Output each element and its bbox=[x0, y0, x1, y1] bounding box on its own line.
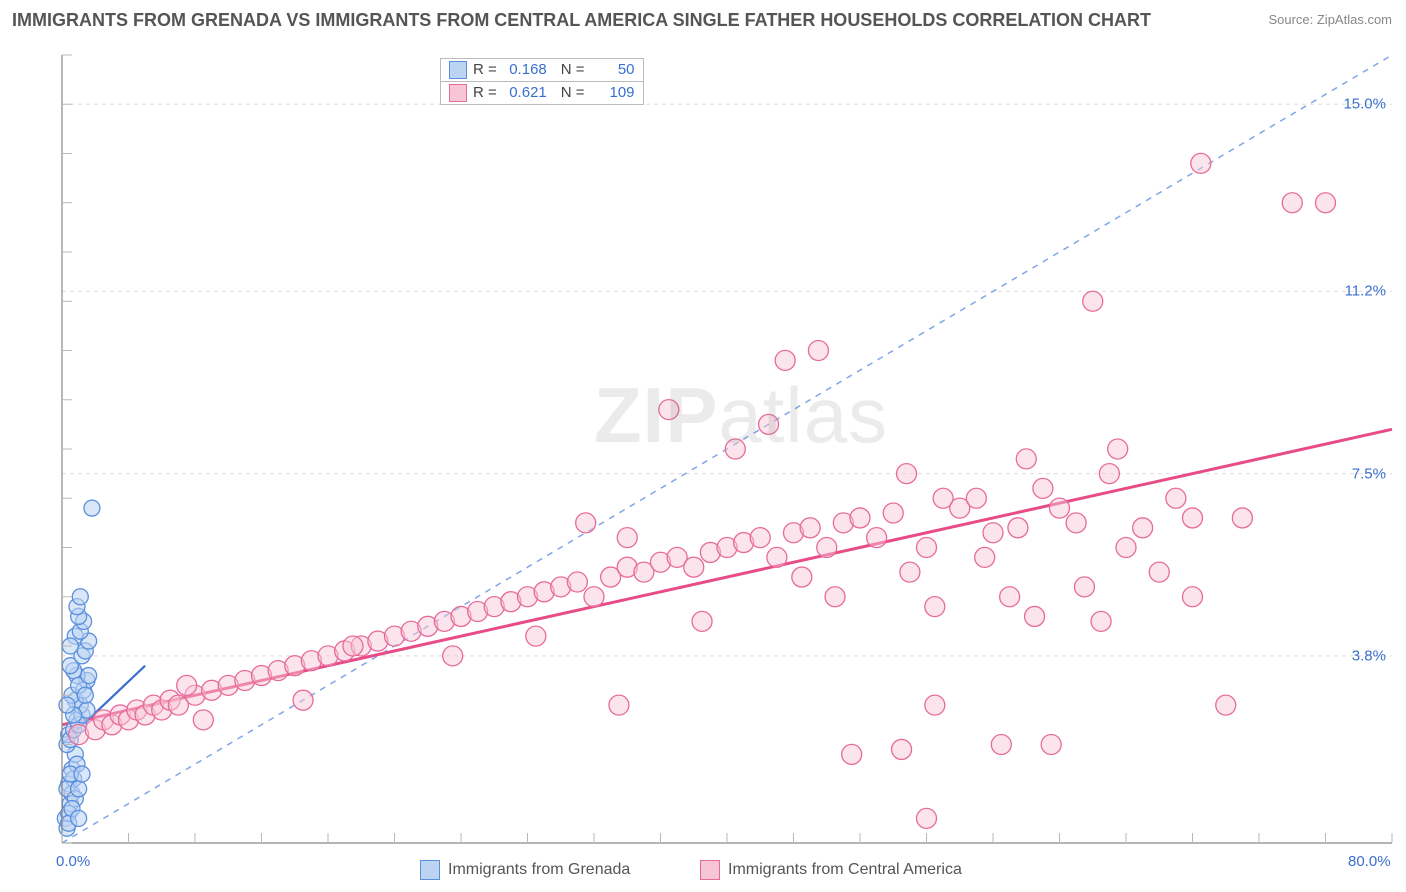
n-value: 109 bbox=[591, 84, 635, 102]
y-tick-label: 7.5% bbox=[1352, 465, 1386, 482]
legend-swatch bbox=[700, 860, 720, 880]
n-value: 50 bbox=[591, 61, 635, 79]
y-tick-label: 15.0% bbox=[1343, 96, 1386, 113]
n-label: N = bbox=[561, 84, 585, 102]
series-swatch bbox=[449, 84, 467, 102]
legend-item: Immigrants from Central America bbox=[700, 860, 962, 880]
stats-box: R = 0.168 N = 50 R = 0.621 N = 109 bbox=[440, 58, 644, 105]
legend-swatch bbox=[420, 860, 440, 880]
stats-row: R = 0.168 N = 50 bbox=[441, 59, 643, 82]
watermark: ZIPatlas bbox=[594, 370, 888, 461]
series-swatch bbox=[449, 61, 467, 79]
r-label: R = bbox=[473, 61, 497, 79]
r-label: R = bbox=[473, 84, 497, 102]
legend-item: Immigrants from Grenada bbox=[420, 860, 630, 880]
y-tick-label: 3.8% bbox=[1352, 647, 1386, 664]
x-tick-label: 0.0% bbox=[56, 853, 90, 870]
x-tick-label: 80.0% bbox=[1348, 853, 1391, 870]
stats-row: R = 0.621 N = 109 bbox=[441, 82, 643, 104]
n-label: N = bbox=[561, 61, 585, 79]
y-tick-label: 11.2% bbox=[1345, 283, 1386, 300]
watermark-zip: ZIP bbox=[594, 371, 718, 459]
legend-label: Immigrants from Central America bbox=[728, 861, 962, 879]
r-value: 0.621 bbox=[503, 84, 547, 102]
legend-label: Immigrants from Grenada bbox=[448, 861, 630, 879]
watermark-atlas: atlas bbox=[718, 371, 888, 459]
r-value: 0.168 bbox=[503, 61, 547, 79]
